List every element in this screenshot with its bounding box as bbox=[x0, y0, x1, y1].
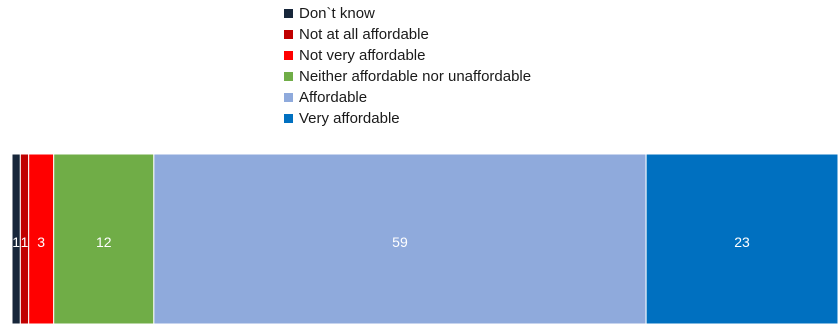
legend-swatch bbox=[284, 72, 293, 81]
data-label-neither-affordable-nor-unaffordable: 12 bbox=[96, 234, 112, 250]
data-label-not-very-affordable: 3 bbox=[37, 234, 45, 250]
legend-item-not-at-all-affordable: Not at all affordable bbox=[284, 26, 429, 43]
legend-item-very-affordable: Very affordable bbox=[284, 110, 400, 127]
data-label-very-affordable: 23 bbox=[734, 234, 750, 250]
legend-item-neither-affordable-nor-unaffordable: Neither affordable nor unaffordable bbox=[284, 68, 531, 85]
data-label-not-at-all-affordable: 1 bbox=[21, 234, 29, 250]
bar-segment-very-affordable bbox=[645, 153, 838, 324]
legend-item-don-t-know: Don`t know bbox=[284, 5, 375, 22]
legend-label: Not at all affordable bbox=[299, 26, 429, 43]
legend-label: Don`t know bbox=[299, 5, 375, 22]
legend-swatch bbox=[284, 93, 293, 102]
legend-swatch bbox=[284, 30, 293, 39]
legend-item-affordable: Affordable bbox=[284, 89, 367, 106]
bar-stack: 1 1 3 12 59 23 bbox=[11, 153, 838, 324]
legend-label: Affordable bbox=[299, 89, 367, 106]
data-label-don-t-know: 1 bbox=[12, 234, 20, 250]
legend-label: Very affordable bbox=[299, 110, 400, 127]
data-label-affordable: 59 bbox=[392, 234, 408, 250]
legend-swatch bbox=[284, 51, 293, 60]
legend-item-not-very-affordable: Not very affordable bbox=[284, 47, 425, 64]
legend-label: Not very affordable bbox=[299, 47, 425, 64]
bar-segment-affordable bbox=[153, 153, 647, 324]
legend-swatch bbox=[284, 9, 293, 18]
legend: Don`t know Not at all affordable Not very … bbox=[284, 5, 531, 127]
legend-label: Neither affordable nor unaffordable bbox=[299, 68, 531, 85]
legend-swatch bbox=[284, 114, 293, 123]
